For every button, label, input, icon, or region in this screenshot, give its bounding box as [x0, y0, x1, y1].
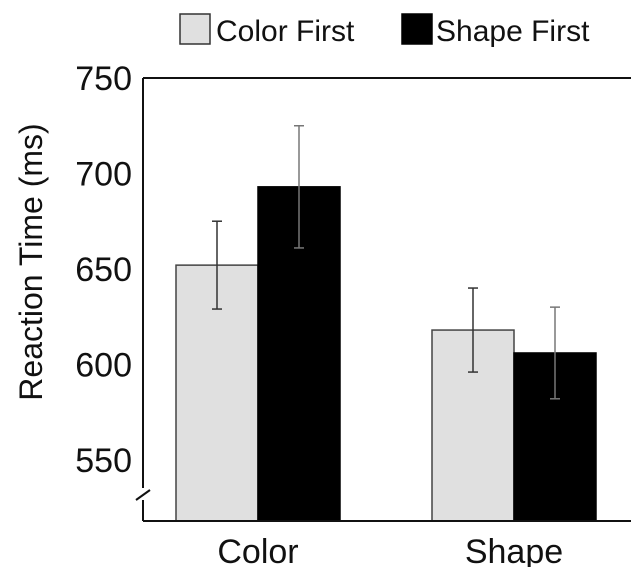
- y-tick-label: 550: [75, 442, 132, 480]
- y-tick-label: 750: [75, 60, 132, 98]
- x-category-label: Color: [217, 533, 298, 567]
- x-axis-labels: Color Shape: [217, 533, 563, 567]
- y-tick-label: 650: [75, 251, 132, 289]
- y-tick-label: 700: [75, 155, 132, 193]
- legend-swatch-color-first: [179, 13, 211, 45]
- y-axis-title: Reaction Time (ms): [13, 123, 49, 400]
- x-category-label: Shape: [465, 533, 563, 567]
- legend: Color First Shape First: [179, 13, 590, 48]
- axes: [135, 77, 631, 522]
- y-tick-label: 600: [75, 346, 132, 384]
- legend-label-shape-first: Shape First: [436, 15, 590, 48]
- bars: [175, 186, 597, 522]
- legend-swatch-shape-first: [401, 13, 433, 45]
- y-axis-ticks: 550 600 650 700 750: [75, 60, 132, 480]
- error-bars: [212, 124, 560, 400]
- legend-label-color-first: Color First: [216, 15, 355, 48]
- axis-break-mark: [135, 489, 151, 501]
